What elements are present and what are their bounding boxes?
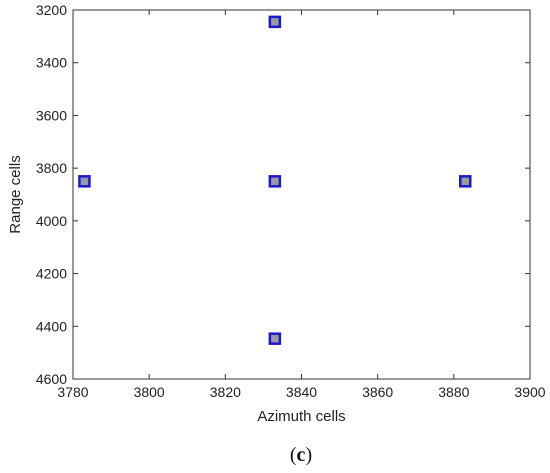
x-axis-label: Azimuth cells <box>257 408 345 425</box>
x-tick-label: 3780 <box>57 384 88 400</box>
x-tick-label: 3800 <box>134 384 165 400</box>
y-tick-label: 3200 <box>36 2 67 18</box>
scatter-point-square <box>268 175 282 188</box>
y-tick-label: 4400 <box>36 318 67 334</box>
scatter-point-square <box>78 175 91 188</box>
y-tick-label: 3400 <box>36 55 67 71</box>
x-tick-label: 3880 <box>438 384 469 400</box>
x-tick-label: 3900 <box>514 384 545 400</box>
y-tick-label: 4600 <box>36 371 67 387</box>
panel-label: (c) <box>290 444 312 466</box>
scatter-point-square <box>459 175 472 188</box>
y-axis-label: Range cells <box>7 155 24 233</box>
x-tick-label: 3860 <box>362 384 393 400</box>
plot-area <box>72 9 531 380</box>
y-tick-label: 4200 <box>36 266 67 282</box>
data-points <box>78 15 472 345</box>
x-tick-labels: 3780 3800 3820 3840 3860 3880 3900 <box>57 384 545 400</box>
y-tick-label: 4000 <box>36 213 67 229</box>
x-tick-label: 3840 <box>286 384 317 400</box>
scatter-point-square <box>268 15 282 29</box>
x-tick-label: 3820 <box>210 384 241 400</box>
y-tick-label: 3600 <box>36 107 67 123</box>
y-tick-labels: 3200 3400 3600 3800 4000 4200 4400 4600 <box>36 2 67 387</box>
axis-ticks <box>72 9 531 380</box>
y-tick-label: 3800 <box>36 160 67 176</box>
scatter-point-square <box>268 332 282 345</box>
